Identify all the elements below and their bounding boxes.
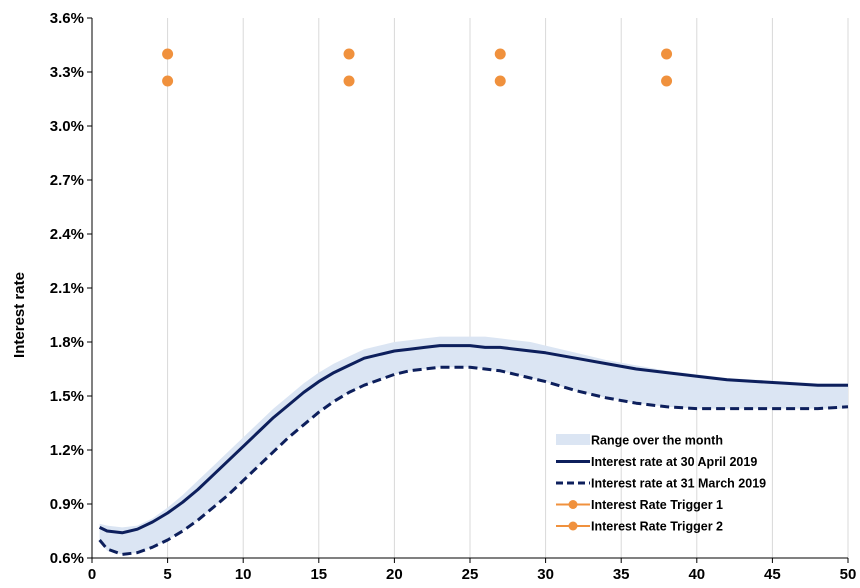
legend-label: Interest rate at 31 March 2019 bbox=[591, 477, 766, 491]
y-tick-label: 2.7% bbox=[50, 172, 84, 189]
x-tick-label: 50 bbox=[840, 566, 857, 583]
legend-item-5: Interest Rate Trigger 2 bbox=[556, 520, 723, 534]
x-tick-label: 35 bbox=[613, 566, 630, 583]
range-band-layer bbox=[99, 336, 849, 555]
y-tick-label: 3.3% bbox=[50, 64, 84, 81]
y-axis-label: Interest rate bbox=[11, 272, 28, 358]
trigger-2-point bbox=[494, 48, 506, 60]
trigger-1-point bbox=[162, 75, 174, 87]
y-tick-label: 2.4% bbox=[50, 226, 84, 243]
legend-label: Interest rate at 30 April 2019 bbox=[591, 455, 757, 469]
y-tick-label: 1.2% bbox=[50, 442, 84, 459]
x-tick-label: 20 bbox=[386, 566, 403, 583]
x-tick-label: 5 bbox=[163, 566, 171, 583]
x-tick-label: 0 bbox=[88, 566, 96, 583]
x-tick-label: 30 bbox=[537, 566, 554, 583]
trigger-2-point bbox=[661, 48, 673, 60]
y-tick-label: 3.6% bbox=[50, 10, 84, 27]
x-tick-labels: 0 5 10 15 20 25 30 35 40 45 50 bbox=[88, 566, 857, 583]
x-tick-label: 45 bbox=[764, 566, 781, 583]
legend-item-3: Interest rate at 31 March 2019 bbox=[556, 477, 766, 491]
legend-swatch-marker bbox=[568, 521, 578, 531]
legend-swatch-band bbox=[556, 434, 590, 445]
x-tick-label: 40 bbox=[688, 566, 705, 583]
legend-label: Interest Rate Trigger 2 bbox=[591, 520, 723, 534]
y-tick-labels: 3.6% 3.3% 3.0% 2.7% 2.4% 2.1% 1.8% 1.5% 1.2% 0.9%… bbox=[50, 10, 84, 567]
y-tick-label: 0.9% bbox=[50, 496, 84, 513]
x-tick-label: 15 bbox=[310, 566, 327, 583]
y-tick-label: 3.0% bbox=[50, 118, 84, 135]
legend-swatch-marker bbox=[568, 500, 578, 509]
legend-item-1: Range over the month bbox=[556, 434, 723, 448]
trigger-1-point bbox=[661, 75, 673, 87]
axes bbox=[87, 17, 849, 563]
trigger-1-point bbox=[343, 75, 355, 87]
trigger-2-point bbox=[162, 48, 174, 60]
y-tick-label: 0.6% bbox=[50, 550, 84, 567]
legend-label: Range over the month bbox=[591, 434, 723, 448]
series-line-2 bbox=[98, 365, 849, 556]
marker-layer bbox=[162, 48, 673, 87]
y-tick-label: 2.1% bbox=[50, 280, 84, 297]
gridlines bbox=[167, 18, 849, 558]
series-line-1 bbox=[98, 344, 848, 535]
legend: Range over the month Interest rate at 30 … bbox=[556, 434, 766, 534]
x-tick-label: 25 bbox=[462, 566, 479, 583]
y-tick-label: 1.8% bbox=[50, 334, 84, 351]
legend-label: Interest Rate Trigger 1 bbox=[591, 498, 723, 512]
y-tick-label: 1.5% bbox=[50, 388, 84, 405]
series-layer bbox=[98, 344, 849, 556]
trigger-1-point bbox=[494, 75, 506, 87]
legend-item-2: Interest rate at 30 April 2019 bbox=[556, 455, 757, 469]
range-band-area bbox=[99, 336, 849, 555]
x-tick-label: 10 bbox=[235, 566, 252, 583]
trigger-2-point bbox=[343, 48, 355, 60]
legend-item-4: Interest Rate Trigger 1 bbox=[556, 498, 723, 512]
